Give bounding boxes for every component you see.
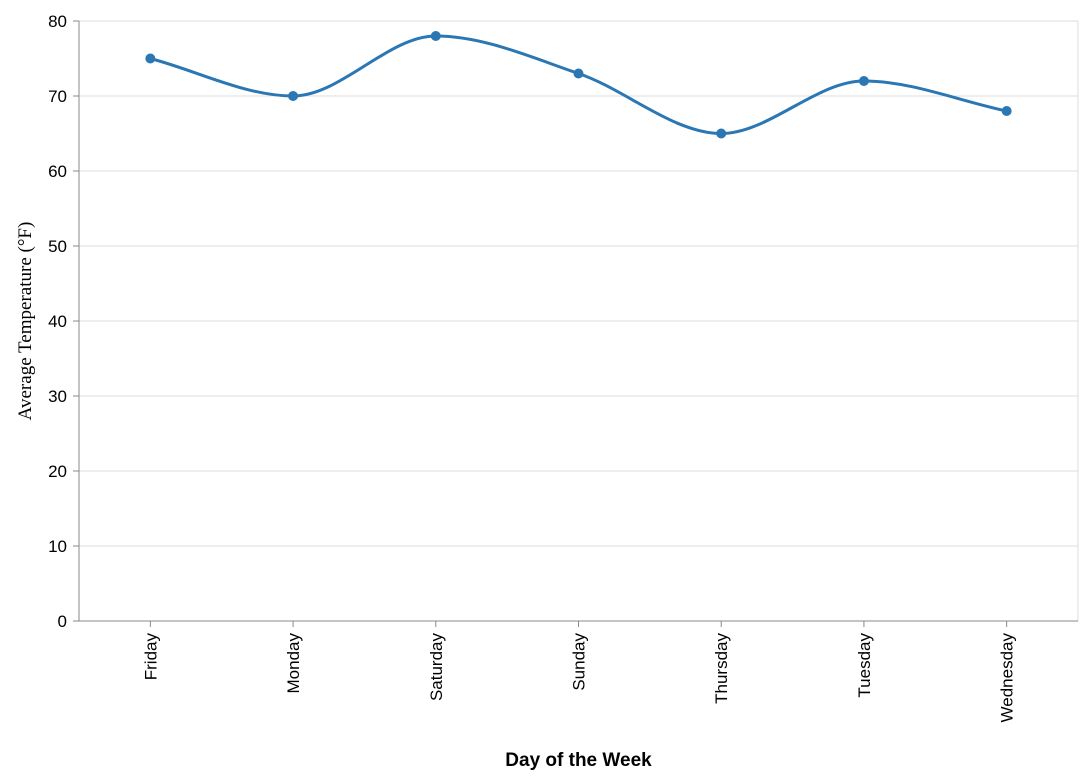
axes bbox=[73, 20, 1078, 627]
y-tick-label: 40 bbox=[48, 312, 67, 331]
y-tick-label: 30 bbox=[48, 387, 67, 406]
x-tick-label: Wednesday bbox=[998, 633, 1017, 723]
data-point bbox=[1001, 106, 1012, 116]
data-point bbox=[288, 91, 299, 101]
labels: Day of the Week Average Temperature (°F)… bbox=[15, 12, 1017, 771]
data-point bbox=[430, 31, 441, 41]
series-layer bbox=[145, 31, 1012, 139]
data-point bbox=[716, 128, 727, 139]
series-line bbox=[148, 34, 1009, 135]
data-point bbox=[145, 53, 156, 64]
y-axis-title: Average Temperature (°F) bbox=[15, 222, 36, 421]
x-tick-label: Thursday bbox=[712, 633, 731, 704]
grid-lines bbox=[79, 20, 1079, 622]
y-tick-label: 50 bbox=[48, 237, 67, 256]
y-tick-label: 20 bbox=[48, 462, 67, 481]
data-point bbox=[573, 68, 584, 79]
x-tick-label: Saturday bbox=[427, 633, 446, 702]
data-point bbox=[858, 76, 869, 86]
x-tick-label: Monday bbox=[284, 633, 303, 694]
y-tick-label: 0 bbox=[58, 612, 67, 631]
y-tick-label: 70 bbox=[48, 87, 67, 106]
y-tick-label: 80 bbox=[48, 12, 67, 31]
y-tick-label: 10 bbox=[48, 537, 67, 556]
x-axis-title: Day of the Week bbox=[505, 750, 652, 771]
x-tick-label: Tuesday bbox=[855, 633, 874, 698]
x-tick-label: Sunday bbox=[570, 633, 589, 691]
x-tick-label: Friday bbox=[141, 633, 160, 681]
y-tick-label: 60 bbox=[48, 162, 67, 181]
